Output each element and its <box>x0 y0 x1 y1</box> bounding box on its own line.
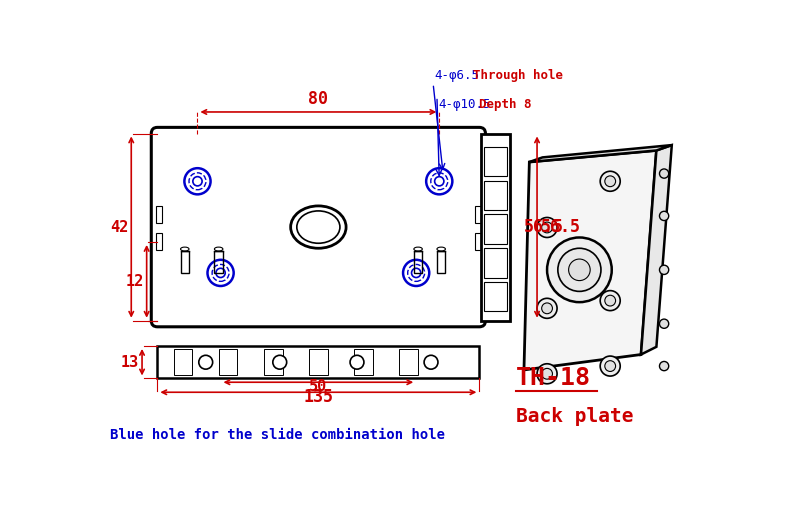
Bar <box>474 206 481 223</box>
Bar <box>156 233 162 250</box>
Bar <box>484 214 507 244</box>
Bar <box>156 206 162 223</box>
Circle shape <box>600 291 620 311</box>
Circle shape <box>600 356 620 376</box>
Bar <box>264 349 282 375</box>
Circle shape <box>659 169 669 178</box>
Text: 56.5: 56.5 <box>541 218 581 236</box>
Bar <box>354 349 373 375</box>
Text: TH-18: TH-18 <box>516 366 591 390</box>
Circle shape <box>600 171 620 191</box>
Circle shape <box>537 364 557 384</box>
Bar <box>484 282 507 311</box>
Bar <box>474 233 481 250</box>
Circle shape <box>542 368 553 379</box>
Circle shape <box>605 361 615 372</box>
Bar <box>481 134 510 320</box>
Bar <box>174 349 193 375</box>
Ellipse shape <box>414 247 422 251</box>
Bar <box>414 251 422 273</box>
Ellipse shape <box>437 247 446 251</box>
Text: 13: 13 <box>121 354 139 370</box>
Circle shape <box>558 248 601 292</box>
Text: 50: 50 <box>310 379 327 394</box>
Text: Through hole: Through hole <box>473 69 563 82</box>
Bar <box>484 147 507 176</box>
Bar <box>484 248 507 278</box>
Circle shape <box>659 211 669 220</box>
Bar <box>437 251 446 273</box>
Bar <box>399 349 418 375</box>
Text: 42: 42 <box>110 220 128 235</box>
Circle shape <box>542 303 553 314</box>
Circle shape <box>198 356 213 369</box>
Text: 56.5: 56.5 <box>524 218 564 236</box>
Circle shape <box>537 298 557 318</box>
Circle shape <box>659 265 669 275</box>
Ellipse shape <box>214 247 223 251</box>
Polygon shape <box>530 145 672 162</box>
Bar <box>219 349 238 375</box>
Circle shape <box>605 176 615 187</box>
Bar <box>484 181 507 210</box>
Circle shape <box>659 319 669 328</box>
Circle shape <box>424 356 438 369</box>
Text: 80: 80 <box>308 90 328 108</box>
Text: Back plate: Back plate <box>516 407 634 426</box>
Polygon shape <box>524 151 656 370</box>
Text: 4-φ6.5: 4-φ6.5 <box>434 69 480 82</box>
Circle shape <box>542 222 553 233</box>
Text: 4-φ10.5: 4-φ10.5 <box>438 98 491 111</box>
Circle shape <box>659 361 669 370</box>
Circle shape <box>350 356 364 369</box>
Bar <box>309 349 328 375</box>
Circle shape <box>569 259 590 281</box>
Ellipse shape <box>181 247 189 251</box>
Text: 12: 12 <box>126 274 143 289</box>
Bar <box>214 251 223 273</box>
Bar <box>158 346 479 378</box>
Circle shape <box>273 356 286 369</box>
Circle shape <box>605 295 615 306</box>
Text: 135: 135 <box>303 388 334 406</box>
Polygon shape <box>641 145 672 354</box>
Bar <box>181 251 189 273</box>
Text: Blue hole for the slide combination hole: Blue hole for the slide combination hole <box>110 428 445 442</box>
Circle shape <box>537 217 557 237</box>
Text: Depth 8: Depth 8 <box>479 98 532 111</box>
Circle shape <box>547 237 612 302</box>
